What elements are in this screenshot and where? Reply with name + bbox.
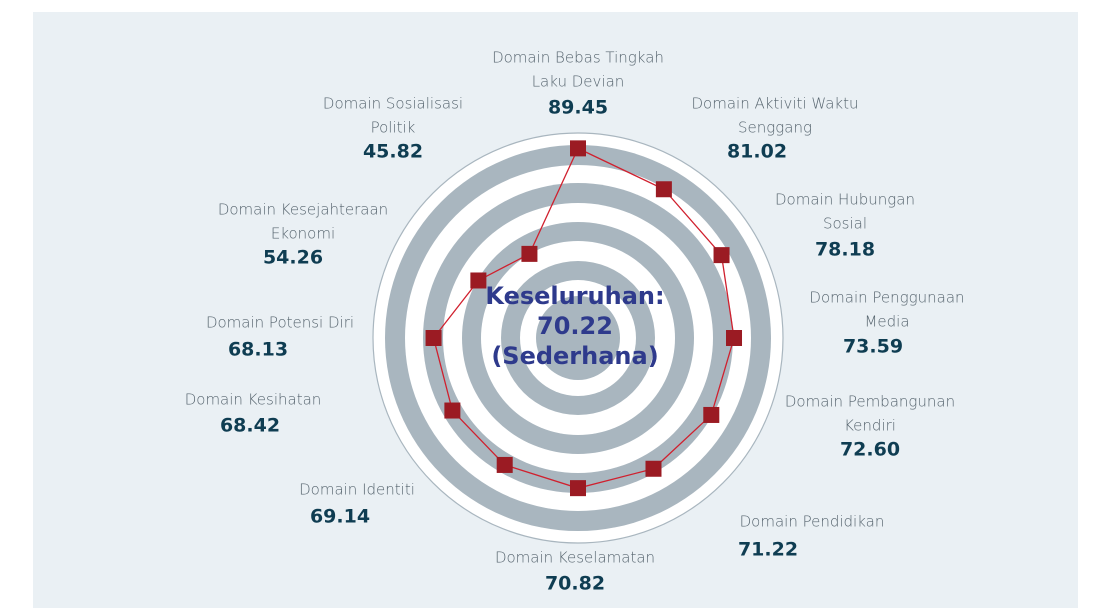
center-label: Keseluruhan: [485,282,664,310]
marker [570,140,586,157]
value-label: 78.18 [815,239,875,261]
marker [570,480,586,497]
category-label: Domain Aktiviti Waktu [692,95,859,113]
category-label: Domain Identiti [299,481,415,499]
category-label: Senggang [738,119,812,137]
value-label: 73.59 [843,336,903,358]
value-label: 72.60 [840,439,900,461]
category-label: Domain Keselamatan [495,549,655,567]
ring [536,296,620,380]
category-label: Domain Pembangunan [785,393,955,411]
marker [645,460,662,477]
value-label: 54.26 [263,247,323,269]
category-label: Laku Devian [532,73,625,91]
value-label: 71.22 [738,539,798,561]
category-label: Domain Penggunaan [809,289,964,307]
marker [425,330,442,346]
category-label: Domain Kesihatan [185,391,322,409]
value-label: 68.42 [220,415,280,437]
category-label: Media [864,313,909,331]
marker [703,406,720,423]
category-label: Domain Pendidikan [740,513,885,531]
category-label: Politik [371,119,416,137]
category-label: Domain Kesejahteraan [218,201,388,219]
category-label: Kendiri [844,417,896,435]
category-label: Ekonomi [271,225,335,243]
category-label: Domain Potensi Diri [206,314,354,332]
value-label: 45.82 [363,141,423,163]
marker [521,245,538,262]
marker [496,456,513,473]
marker [726,330,743,346]
category-label: Domain Hubungan [775,191,915,209]
marker [713,247,730,264]
center-label: 70.22 [537,312,613,340]
category-label: Domain Sosialisasi [323,95,463,113]
category-label: Sosial [823,215,867,233]
center-label: (Sederhana) [491,342,658,370]
value-label: 68.13 [228,339,288,361]
marker [444,402,461,419]
marker [655,181,672,198]
value-label: 69.14 [310,506,370,528]
value-label: 89.45 [548,97,608,119]
marker [470,272,487,289]
value-label: 70.82 [545,573,605,595]
value-label: 81.02 [727,141,787,163]
category-label: Domain Bebas Tingkah [492,49,664,67]
